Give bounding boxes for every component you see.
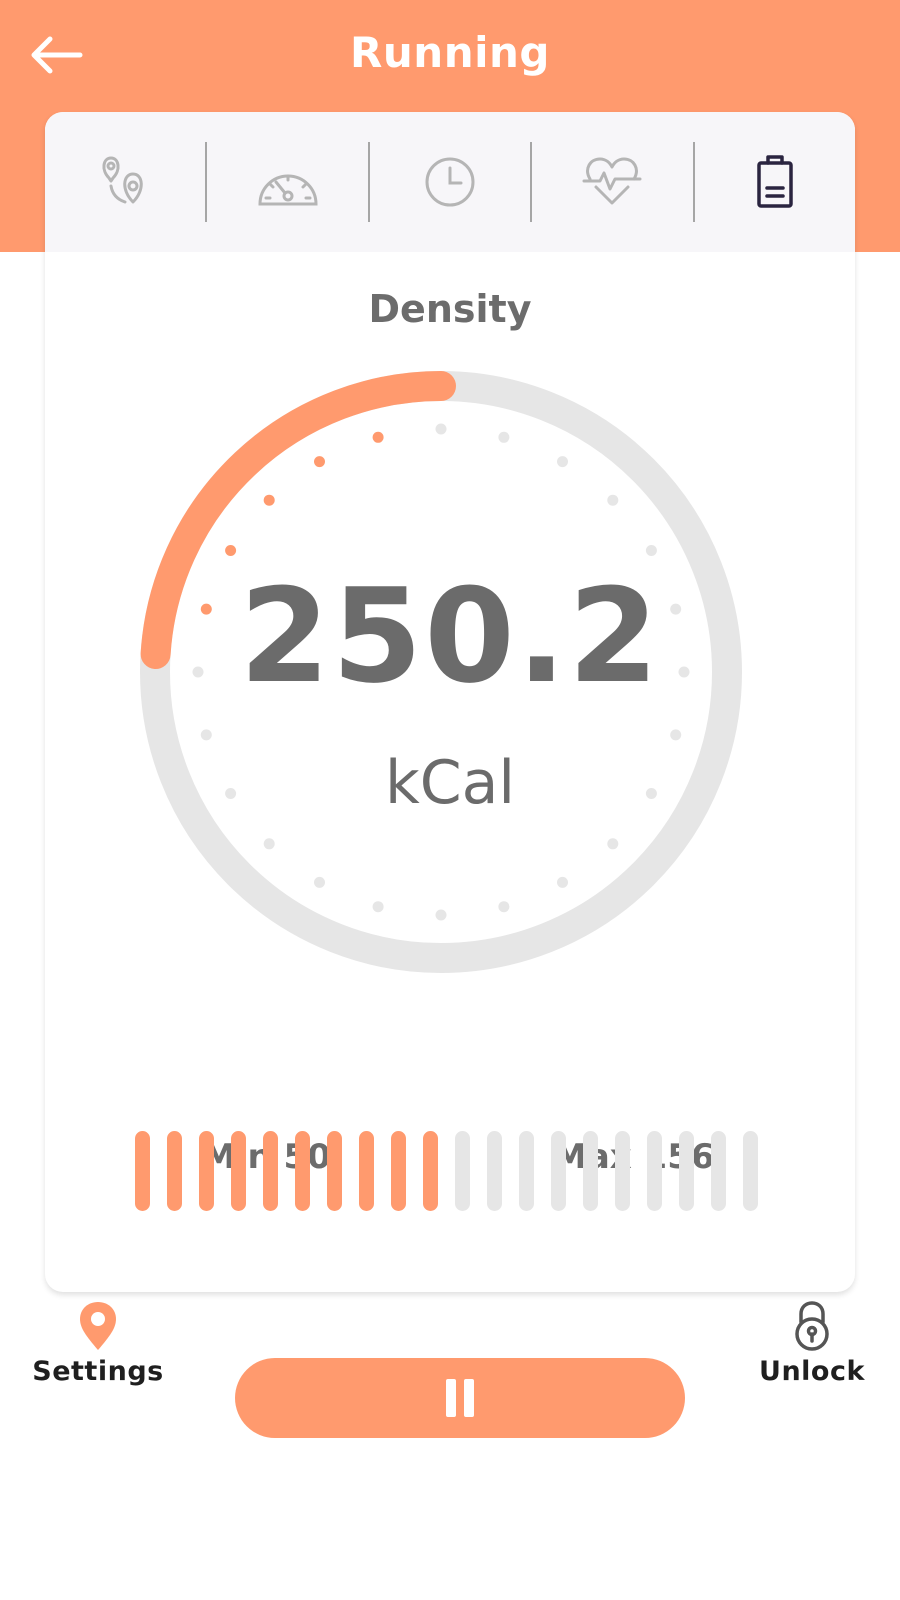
gauge-tick-dot — [225, 545, 237, 556]
unlock-button[interactable]: Unlock — [722, 1300, 900, 1387]
gauge-tick-dot — [192, 666, 204, 678]
level-bar — [743, 1131, 758, 1211]
gauge-tick-dot — [200, 603, 212, 615]
gauge-tick-dot — [557, 456, 568, 468]
gauge-tick-dot — [498, 901, 510, 913]
bottom-navigation: Settings Unlock — [0, 1300, 900, 1460]
tab-energy[interactable] — [695, 112, 855, 252]
gauge-tick-dot — [372, 431, 384, 443]
gauge-tick-dot — [670, 729, 682, 741]
level-bar — [423, 1131, 438, 1211]
unlock-label: Unlock — [759, 1356, 865, 1387]
tab-route[interactable] — [45, 112, 205, 252]
level-bar — [455, 1131, 470, 1211]
metric-card: Density 250.2 kCal Min 50 Max 156 — [45, 112, 855, 1292]
gauge-progress-arc — [140, 371, 456, 669]
level-bar — [199, 1131, 214, 1211]
gauge-tick-dot — [314, 456, 325, 468]
gauge-tick-dot — [372, 901, 384, 913]
gauge-tick-dot — [263, 838, 275, 850]
pause-icon — [446, 1379, 474, 1417]
gauge-tick-dot — [435, 909, 447, 921]
level-bar — [391, 1131, 406, 1211]
gauge-tick-dot — [557, 876, 568, 888]
tab-heart-rate[interactable] — [532, 112, 692, 252]
heart-pulse-icon — [582, 157, 642, 205]
level-bar — [551, 1131, 566, 1211]
level-bar — [711, 1131, 726, 1211]
pause-button[interactable] — [235, 1358, 685, 1438]
gauge-tick-dot — [607, 494, 619, 506]
gauge-tick-dot — [645, 788, 657, 799]
tab-divider — [530, 142, 533, 222]
clock-icon — [425, 157, 475, 207]
level-bar — [519, 1131, 534, 1211]
gauge-tick-dot — [670, 603, 682, 615]
gauge-tick-dot — [498, 431, 510, 443]
level-bar — [167, 1131, 182, 1211]
level-bar — [135, 1131, 150, 1211]
speedometer-icon — [258, 174, 318, 206]
tab-divider — [692, 142, 695, 222]
level-bar — [647, 1131, 662, 1211]
level-bar — [679, 1131, 694, 1211]
level-bar — [359, 1131, 374, 1211]
location-pin-icon — [80, 1302, 116, 1350]
back-button[interactable] — [26, 30, 86, 80]
settings-label: Settings — [32, 1356, 164, 1387]
progress-gauge — [140, 371, 742, 973]
gauge-tick-dot — [263, 494, 275, 506]
metric-unit: kCal — [384, 748, 516, 818]
settings-button[interactable]: Settings — [8, 1300, 188, 1387]
gauge-tick-dot — [435, 423, 447, 435]
gauge-tick-dot — [314, 876, 325, 888]
page-title: Running — [350, 28, 550, 77]
tab-divider — [367, 142, 370, 222]
gauge-tick-dot — [678, 666, 690, 678]
tab-divider — [205, 142, 208, 222]
level-bar — [295, 1131, 310, 1211]
route-pins-icon — [102, 156, 143, 204]
level-bar — [327, 1131, 342, 1211]
gauge-tick-dot — [225, 788, 237, 799]
battery-icon — [757, 155, 793, 208]
gauge-tick-dot — [645, 545, 657, 556]
tab-duration[interactable] — [370, 112, 530, 252]
arrow-left-icon — [31, 36, 83, 74]
level-bar — [487, 1131, 502, 1211]
level-bar — [263, 1131, 278, 1211]
metric-value: 250.2 — [239, 560, 661, 712]
level-bar — [231, 1131, 246, 1211]
tab-speed[interactable] — [207, 112, 367, 252]
padlock-icon — [795, 1301, 829, 1351]
level-bar — [583, 1131, 598, 1211]
level-bar — [615, 1131, 630, 1211]
metric-tabs — [45, 112, 855, 252]
metric-title: Density — [368, 287, 532, 331]
gauge-tick-dot — [200, 729, 212, 741]
gauge-tick-dot — [607, 838, 619, 850]
level-bars — [135, 1131, 758, 1211]
